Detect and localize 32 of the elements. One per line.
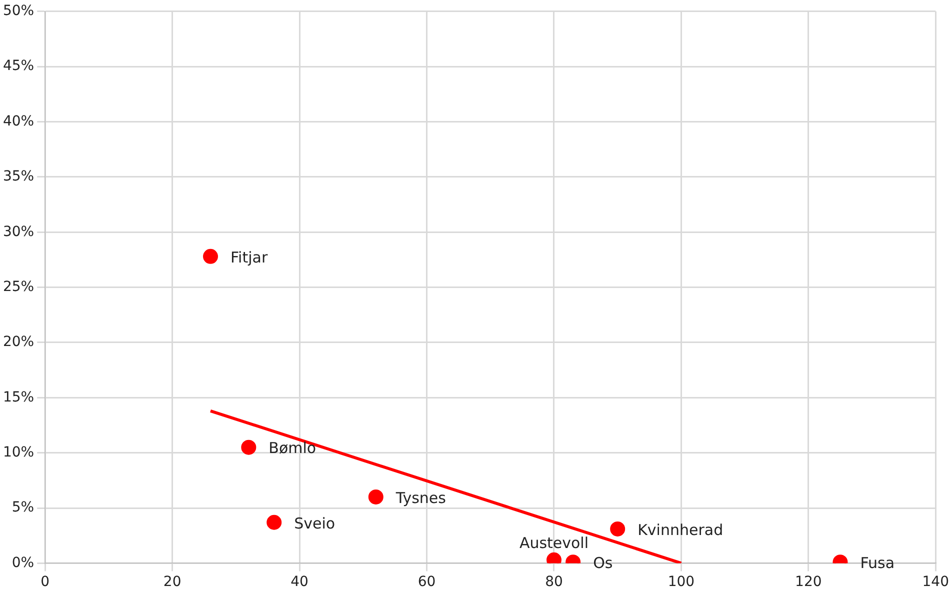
y-tick-label: 30% (2, 224, 34, 240)
annotation: Austevoll (519, 534, 589, 552)
x-tick-label: 60 (418, 574, 436, 590)
point (368, 489, 384, 504)
annotation: Bømlo (268, 439, 316, 458)
point (241, 440, 256, 455)
y-tick-label: 25% (2, 278, 34, 295)
y-tick-label: 10% (2, 444, 34, 460)
annotation: Fitjar (230, 248, 268, 266)
y-tick-label: 0% (12, 554, 34, 571)
y-tick-label: 20% (2, 334, 34, 350)
x-tick-label: 120 (795, 574, 822, 590)
x-tick-label: 140 (922, 574, 950, 590)
y-tick-label: 40% (2, 113, 34, 130)
y-tick-label: 45% (2, 58, 34, 74)
y-tick-label: 5% (12, 500, 34, 516)
annotation: Fusa (860, 554, 895, 572)
annotation: Tysnes (394, 488, 446, 507)
point (610, 521, 626, 536)
annotation: Kvinnherad (638, 520, 724, 539)
x-tick-label: 40 (290, 574, 308, 590)
annotation: Os (593, 554, 613, 572)
x-tick-label: 20 (163, 574, 182, 590)
point (203, 248, 218, 264)
x-tick-label: 80 (545, 574, 563, 590)
y-tick-label: 50% (2, 3, 34, 20)
y-tick-label: 15% (2, 389, 34, 406)
x-tick-label: 100 (668, 574, 695, 590)
x-tick-label: 0 (40, 574, 50, 590)
y-tick-label: 35% (2, 168, 34, 185)
annotation: Sveio (294, 514, 336, 532)
point (266, 514, 282, 530)
